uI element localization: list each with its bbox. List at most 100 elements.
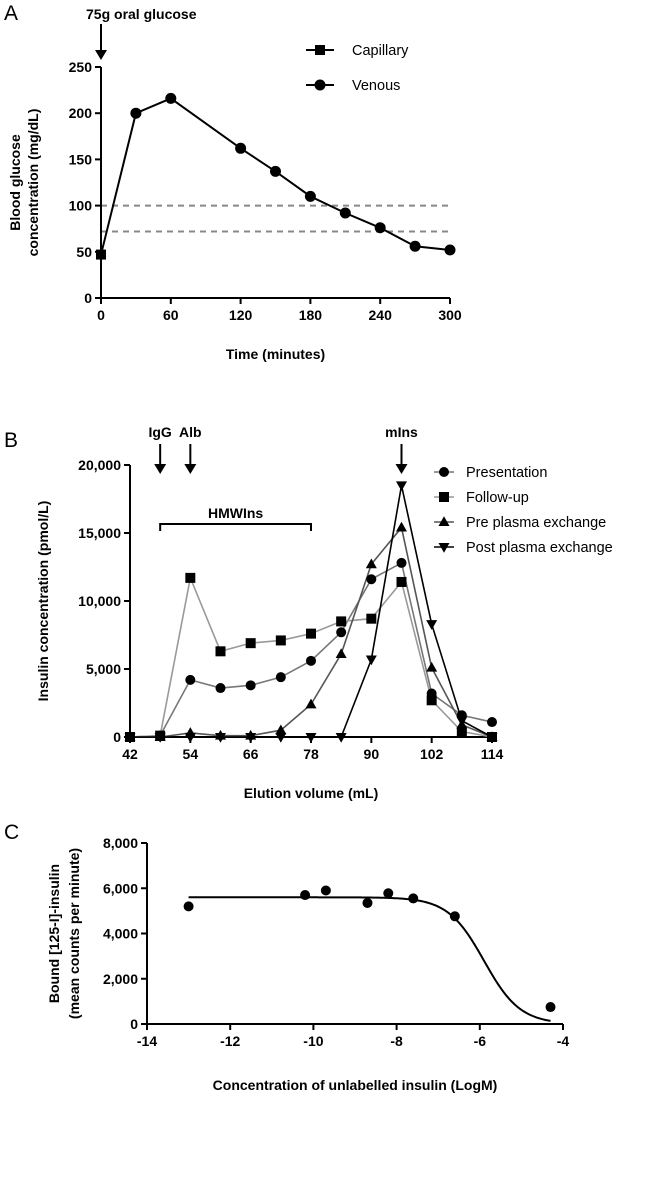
b-point [396,576,407,587]
c-point [383,888,394,899]
c-point [183,901,194,912]
b-point [306,628,316,639]
b-point [396,481,407,492]
a-annotation-arrow-head [95,50,107,60]
b-point [456,716,468,727]
b-annotation-igg: IgG [148,424,171,440]
b-point [245,733,257,743]
b-annotation-mins: mIns [385,424,418,440]
a-point-venous [339,207,351,219]
b-x-tick-label: 66 [243,746,259,762]
b-point [366,574,377,585]
b-x-tick-label: 90 [364,746,380,762]
b-point [456,726,467,737]
a-annotation-arrow [95,24,107,60]
a-x-tick-label: 180 [299,307,323,323]
a-y-tick-label: 0 [84,290,92,306]
a-annotation-text: 75g oral glucose [86,6,197,22]
b-point [275,724,287,735]
b-annotation-arrow-head [395,464,408,474]
a-x-axis-label: Time (minutes) [226,346,325,362]
b-annotation-alb: Alb [179,424,202,440]
a-point-venous [304,190,316,202]
b-y-tick-label: 15,000 [78,525,121,541]
a-y-tick-label: 200 [69,105,93,121]
a-x-tick-label: 60 [163,307,179,323]
b-point [215,683,226,694]
a-x-tick-label: 240 [369,307,393,323]
b-point [184,733,196,743]
chart-panel-c: -14 -12 -10 -8 -6 -4 0 2,000 4,000 6,000 8,000 Boun… [46,835,569,1093]
c-point [300,890,311,901]
b-x-tick-label: 102 [420,746,444,762]
b-bracket-label: HMWIns [208,505,263,521]
c-x-axis-label: Concentration of unlabelled insulin (Log… [213,1077,498,1093]
b-legend-label: Follow-up [466,490,529,506]
a-legend-marker [314,79,326,91]
b-y-axis-label: Insulin concentration (pmol/L) [35,501,51,702]
b-point [336,616,347,627]
c-y-tick-label: 6,000 [103,880,138,896]
b-annotation-arrow [184,444,197,474]
b-annotation-arrow-head [154,464,167,474]
b-y-tick-label: 10,000 [78,593,121,609]
c-point [545,1002,556,1013]
b-point [306,655,316,666]
b-point [426,620,438,630]
b-bracket [159,523,312,531]
a-legend-label: Venous [352,78,400,94]
b-point [275,733,287,743]
a-legend-label: Capillary [352,43,409,59]
b-legend-marker [438,543,450,553]
b-point [305,698,317,709]
b-point [335,648,347,659]
a-x-tick-label: 300 [438,307,462,323]
c-y-tick-label: 8,000 [103,835,138,851]
c-point [449,911,460,922]
c-y-tick-label: 0 [130,1016,138,1032]
a-point-venous [235,142,247,154]
a-point-venous [130,107,142,119]
b-legend-label: Post plasma exchange [466,540,613,556]
c-y-axis-label-line2: (mean counts per minute) [66,848,82,1019]
b-point [487,717,497,728]
c-point [320,885,331,896]
chart-panel-b: 42 54 66 78 90 102 114 0 5,000 10,000 15,000 20,000… [35,424,613,801]
c-y-tick-label: 2,000 [103,971,138,987]
b-legend-label: Presentation [466,465,547,481]
chart-panel-a: 0 60 120 180 240 300 0 50 100 150 200 250 Blood gluc… [7,6,462,362]
a-point-capillary [96,249,106,260]
a-point-venous [374,222,386,234]
b-point [215,646,226,657]
a-point-venous [165,92,177,104]
b-point [396,521,407,532]
b-x-tick-label: 78 [303,746,319,762]
b-point [426,661,438,672]
a-y-tick-label: 250 [69,59,93,75]
panel-letter-b: B [4,429,18,452]
b-point [245,680,256,691]
b-annotation-arrow [395,444,408,474]
b-y-tick-label: 5,000 [86,661,121,677]
b-point [396,557,407,568]
b-point [335,733,347,743]
b-point [305,733,317,743]
a-legend-marker [315,45,325,55]
b-point [245,638,256,649]
b-y-tick-label: 20,000 [78,457,121,473]
c-point [362,897,373,908]
a-y-tick-label: 150 [69,151,93,167]
b-point [185,572,196,583]
a-y-axis-label-line1: Blood glucose [7,134,23,231]
b-series-line [129,561,493,738]
b-point [275,672,286,683]
c-fit-curve [188,896,551,1022]
b-x-tick-label: 54 [183,746,199,762]
a-x-tick-label: 0 [97,307,105,323]
b-legend-marker [439,492,449,502]
b-point [365,558,377,569]
a-y-tick-label: 50 [76,244,92,260]
b-point [275,635,286,646]
b-legend-label: Pre plasma exchange [466,515,606,531]
